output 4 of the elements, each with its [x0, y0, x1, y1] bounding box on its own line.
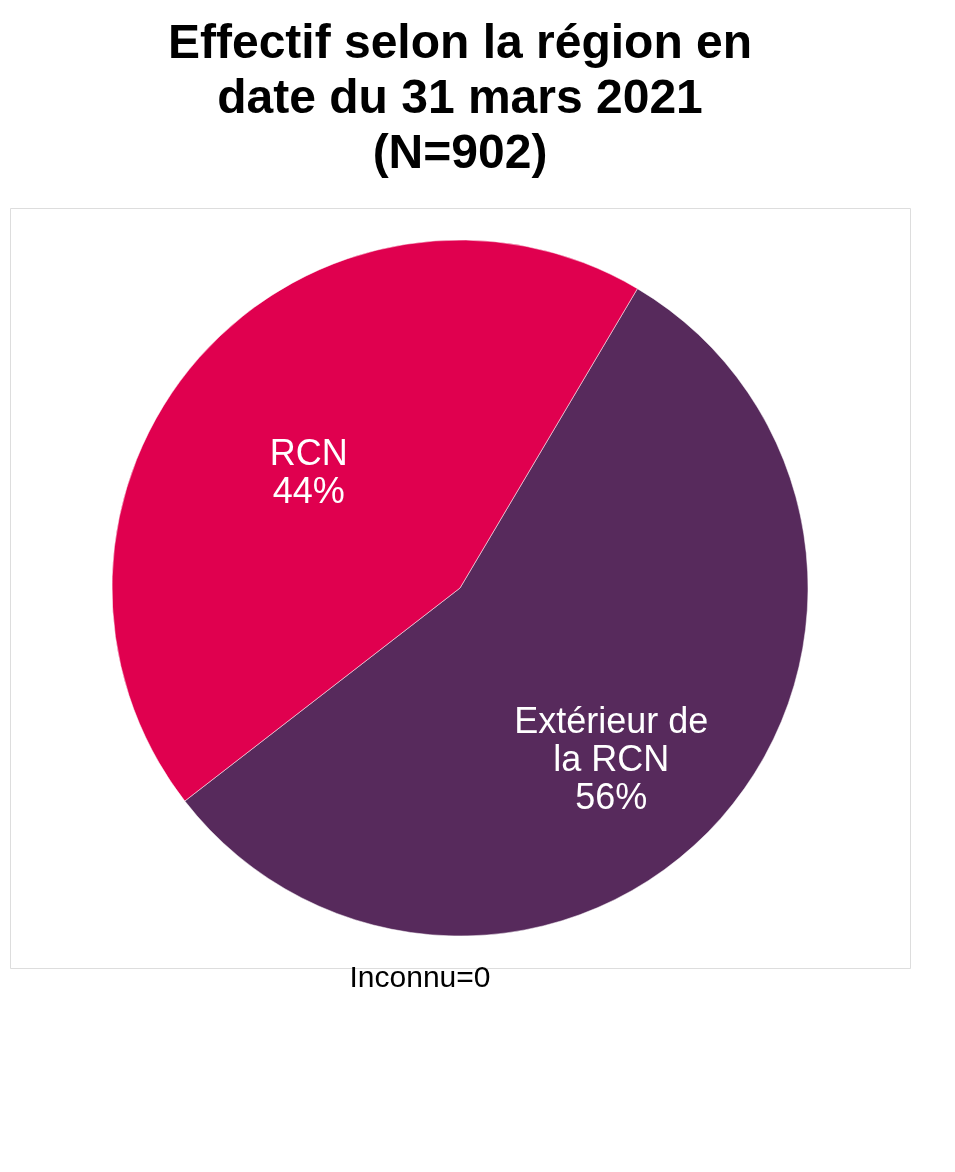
text: (N=902): [372, 125, 548, 178]
text: Inconnu=0: [349, 960, 491, 993]
text: date du 31 mars 2021: [217, 70, 703, 123]
text: Effectif selon la région en: [167, 15, 753, 68]
